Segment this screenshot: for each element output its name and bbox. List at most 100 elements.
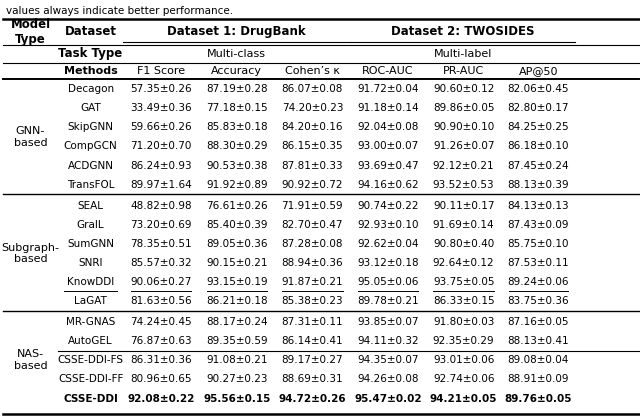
Text: 85.38±0.23: 85.38±0.23 [282,296,343,306]
Text: 86.15±0.35: 86.15±0.35 [282,141,343,151]
Text: values always indicate better performance.: values always indicate better performanc… [6,6,234,16]
Text: 89.17±0.27: 89.17±0.27 [282,355,343,365]
Text: ACDGNN: ACDGNN [68,161,113,171]
Text: 88.13±0.39: 88.13±0.39 [508,180,569,190]
Text: AP@50: AP@50 [518,66,558,76]
Text: 89.76±0.05: 89.76±0.05 [504,394,572,404]
Text: 93.69±0.47: 93.69±0.47 [357,161,419,171]
Text: 87.16±0.05: 87.16±0.05 [508,317,569,327]
Text: 90.53±0.38: 90.53±0.38 [206,161,268,171]
Text: 89.24±0.06: 89.24±0.06 [508,277,569,287]
Text: SNRI: SNRI [78,258,103,268]
Text: CSSE-DDI-FF: CSSE-DDI-FF [58,374,124,384]
Text: 91.87±0.21: 91.87±0.21 [282,277,343,287]
Text: GAT: GAT [80,103,101,113]
Text: 90.80±0.40: 90.80±0.40 [433,239,494,249]
Text: 90.74±0.22: 90.74±0.22 [357,201,419,210]
Text: SumGNN: SumGNN [67,239,114,249]
Text: 87.19±0.28: 87.19±0.28 [206,84,268,94]
Text: 84.13±0.13: 84.13±0.13 [508,201,569,210]
Text: AutoGEL: AutoGEL [68,336,113,346]
Text: NAS-
based: NAS- based [13,349,47,371]
Text: 82.70±0.47: 82.70±0.47 [282,220,343,230]
Text: SkipGNN: SkipGNN [68,122,113,132]
Text: 91.08±0.21: 91.08±0.21 [206,355,268,365]
Text: Task Type: Task Type [58,47,123,60]
Text: 94.72±0.26: 94.72±0.26 [278,394,346,404]
Text: SEAL: SEAL [77,201,104,210]
Text: Subgraph-
based: Subgraph- based [1,243,60,264]
Text: 94.16±0.62: 94.16±0.62 [357,180,419,190]
Text: MR-GNAS: MR-GNAS [66,317,115,327]
Text: 82.06±0.45: 82.06±0.45 [508,84,569,94]
Text: 86.14±0.41: 86.14±0.41 [282,336,343,346]
Text: 76.61±0.26: 76.61±0.26 [206,201,268,210]
Text: 89.97±1.64: 89.97±1.64 [131,180,192,190]
Text: GraIL: GraIL [77,220,104,230]
Text: 92.62±0.04: 92.62±0.04 [357,239,419,249]
Text: 74.20±0.23: 74.20±0.23 [282,103,343,113]
Text: 91.26±0.07: 91.26±0.07 [433,141,494,151]
Text: 90.15±0.21: 90.15±0.21 [206,258,268,268]
Text: 80.96±0.65: 80.96±0.65 [131,374,192,384]
Text: 90.27±0.23: 90.27±0.23 [206,374,268,384]
Text: 87.43±0.09: 87.43±0.09 [508,220,569,230]
Text: 91.80±0.03: 91.80±0.03 [433,317,494,327]
Text: 81.63±0.56: 81.63±0.56 [131,296,192,306]
Text: PR-AUC: PR-AUC [443,66,484,76]
Text: 85.57±0.32: 85.57±0.32 [131,258,192,268]
Text: 92.74±0.06: 92.74±0.06 [433,374,494,384]
Text: CSSE-DDI-FS: CSSE-DDI-FS [58,355,124,365]
Text: 59.66±0.26: 59.66±0.26 [131,122,192,132]
Text: 85.83±0.18: 85.83±0.18 [206,122,268,132]
Text: Model
Type: Model Type [10,17,51,46]
Text: 76.87±0.63: 76.87±0.63 [131,336,192,346]
Text: 73.20±0.69: 73.20±0.69 [131,220,192,230]
Text: 93.01±0.06: 93.01±0.06 [433,355,494,365]
Text: 88.91±0.09: 88.91±0.09 [508,374,569,384]
Text: 74.24±0.45: 74.24±0.45 [131,317,192,327]
Text: Accuracy: Accuracy [211,66,262,76]
Text: 91.18±0.14: 91.18±0.14 [357,103,419,113]
Text: 88.17±0.24: 88.17±0.24 [206,317,268,327]
Text: 85.75±0.10: 85.75±0.10 [508,239,569,249]
Text: 90.60±0.12: 90.60±0.12 [433,84,494,94]
Text: 84.25±0.25: 84.25±0.25 [508,122,569,132]
Text: Cohen’s κ: Cohen’s κ [285,66,340,76]
Text: 89.86±0.05: 89.86±0.05 [433,103,494,113]
Text: F1 Score: F1 Score [137,66,185,76]
Text: 83.75±0.36: 83.75±0.36 [508,296,569,306]
Text: 90.11±0.17: 90.11±0.17 [433,201,494,210]
Text: 93.75±0.05: 93.75±0.05 [433,277,494,287]
Text: 87.81±0.33: 87.81±0.33 [282,161,343,171]
Text: 91.92±0.89: 91.92±0.89 [206,180,268,190]
Text: 90.06±0.27: 90.06±0.27 [131,277,192,287]
Text: 86.33±0.15: 86.33±0.15 [433,296,495,306]
Text: 95.56±0.15: 95.56±0.15 [203,394,271,404]
Text: 94.26±0.08: 94.26±0.08 [357,374,419,384]
Text: 89.05±0.36: 89.05±0.36 [206,239,268,249]
Text: 95.47±0.02: 95.47±0.02 [354,394,422,404]
Text: 87.45±0.24: 87.45±0.24 [508,161,569,171]
Text: 57.35±0.26: 57.35±0.26 [131,84,192,94]
Text: 88.13±0.41: 88.13±0.41 [508,336,569,346]
Text: 92.93±0.10: 92.93±0.10 [357,220,419,230]
Text: 84.20±0.16: 84.20±0.16 [282,122,343,132]
Text: CompGCN: CompGCN [64,141,118,151]
Text: 91.69±0.14: 91.69±0.14 [433,220,495,230]
Text: CSSE-DDI: CSSE-DDI [63,394,118,404]
Text: GNN-
based: GNN- based [13,126,47,148]
Text: 71.20±0.70: 71.20±0.70 [131,141,192,151]
Text: 71.91±0.59: 71.91±0.59 [282,201,343,210]
Text: 78.35±0.51: 78.35±0.51 [131,239,192,249]
Text: 92.04±0.08: 92.04±0.08 [357,122,419,132]
Text: 93.85±0.07: 93.85±0.07 [357,317,419,327]
Text: Multi-class: Multi-class [207,49,266,59]
Text: 87.31±0.11: 87.31±0.11 [282,317,343,327]
Text: 89.78±0.21: 89.78±0.21 [357,296,419,306]
Text: 95.05±0.06: 95.05±0.06 [357,277,419,287]
Text: 94.21±0.05: 94.21±0.05 [430,394,497,404]
Text: 92.08±0.22: 92.08±0.22 [127,394,195,404]
Text: 89.35±0.59: 89.35±0.59 [206,336,268,346]
Text: KnowDDI: KnowDDI [67,277,114,287]
